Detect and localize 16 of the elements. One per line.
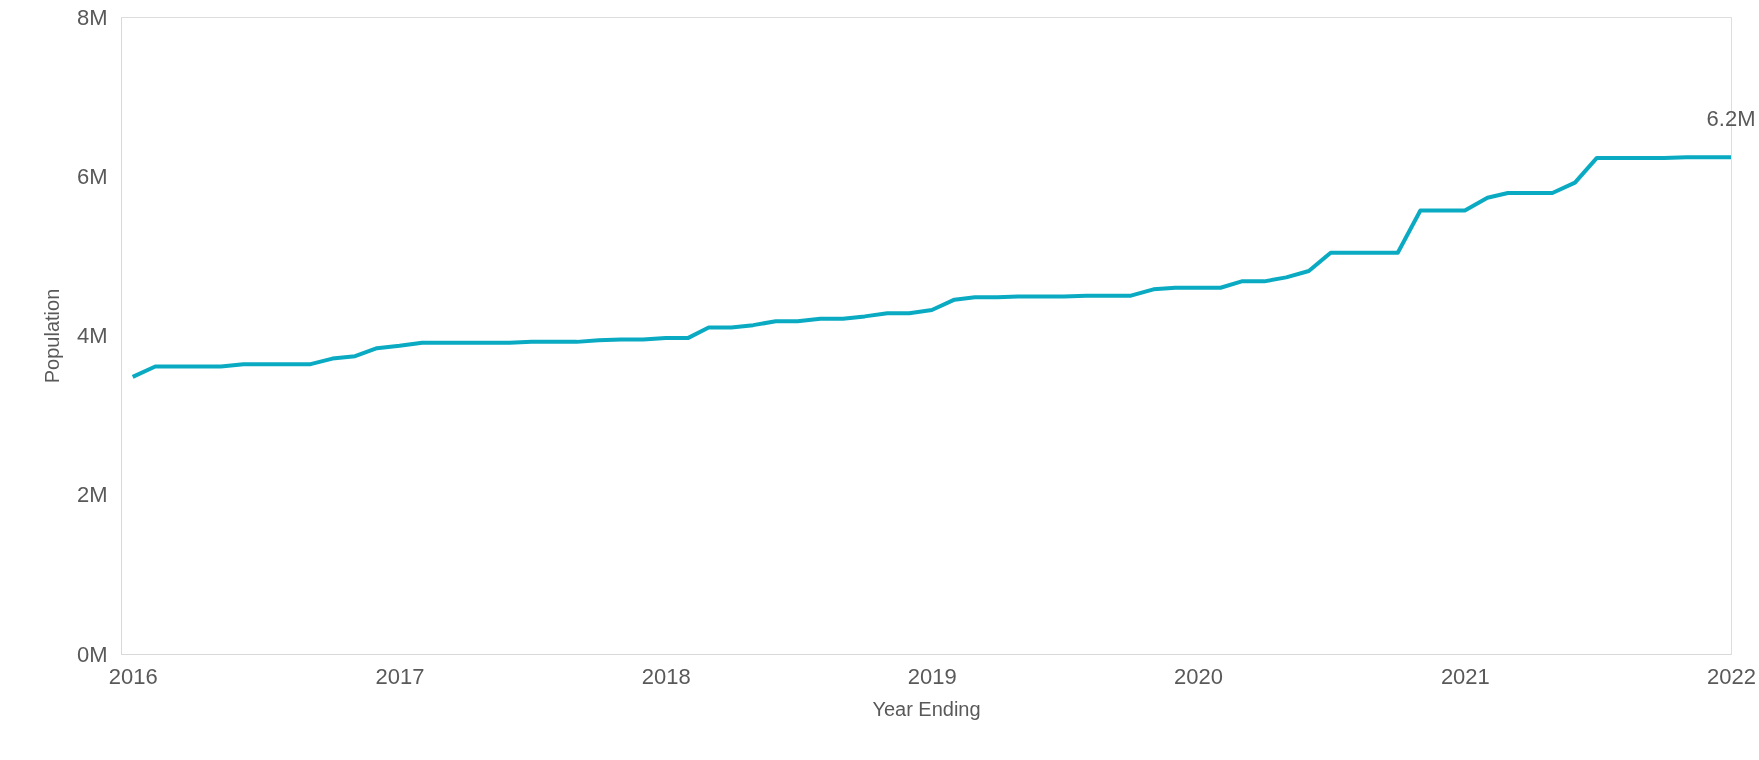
x-tick-label: 2019 [907,663,957,689]
x-tick-label: 2018 [641,663,691,689]
x-tick-label: 2017 [375,663,425,689]
x-tick-label: 2022 [1707,663,1756,689]
y-tick-label: 4M [76,323,108,348]
x-tick-label: 2021 [1440,663,1490,689]
y-tick-label: 2M [76,482,108,508]
annotation: 6.2M [1706,106,1756,132]
y-tick-label: 6M [76,163,108,189]
line-series [130,155,1733,379]
x-tick-label: 2016 [108,663,158,689]
y-axis-title: Population [40,288,63,384]
x-tick-label: 2020 [1174,663,1223,689]
y-tick-label: 8M [76,4,108,30]
y-tick-label: 0M [76,641,108,667]
x-axis-title: Year Ending [872,697,981,720]
